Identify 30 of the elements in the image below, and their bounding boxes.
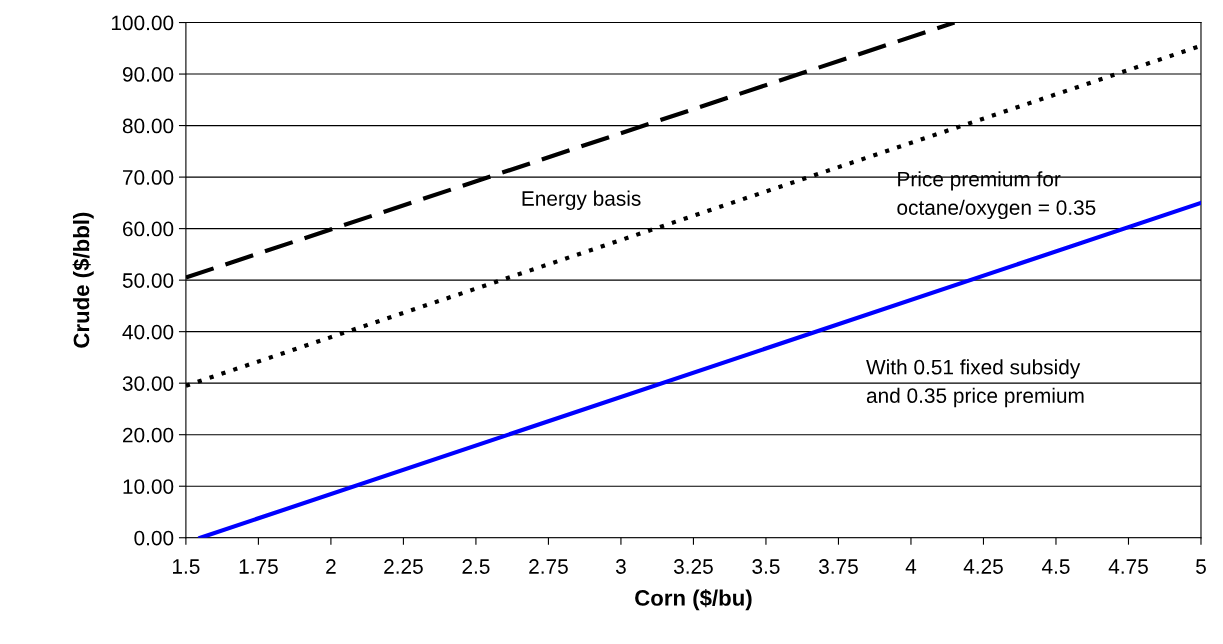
x-tick-label: 2.25 — [384, 559, 423, 574]
y-tick-label: 100.00 — [111, 15, 174, 31]
annotation: With 0.51 fixed subsidy and 0.35 price premium — [866, 359, 1084, 408]
y-tick-label: 20.00 — [123, 427, 174, 443]
x-tick-label: 4 — [905, 559, 917, 574]
x-tick-label: 2.75 — [529, 559, 568, 574]
y-tick-label: 0.00 — [134, 530, 174, 546]
x-tick-label: 1.75 — [239, 559, 278, 574]
x-tick-label: 2 — [326, 559, 336, 574]
y-tick-label: 30.00 — [122, 376, 174, 391]
y-tick-label: 60.00 — [123, 221, 174, 237]
x-tick-label: 4.5 — [1041, 559, 1070, 574]
x-tick-label: 2.5 — [462, 559, 490, 574]
y-tick-label: 50.00 — [122, 273, 174, 288]
x-tick-label: 4.25 — [963, 559, 1003, 574]
y-tick-label: 90.00 — [122, 67, 174, 82]
x-tick-label: 3.25 — [673, 559, 713, 574]
y-tick-label: 10.00 — [123, 479, 174, 494]
x-axis-title: Corn ($/bu) — [635, 589, 752, 611]
x-tick-label: 5 — [1196, 559, 1206, 574]
x-tick-label: 1.5 — [173, 559, 200, 574]
y-tick-label: 80.00 — [122, 118, 174, 134]
x-tick-label: 4.75 — [1108, 559, 1148, 574]
y-axis-title: Crude ($/bbl) — [72, 212, 94, 348]
annotation: Energy basis — [522, 190, 641, 210]
x-tick-label: 3.5 — [752, 559, 780, 574]
x-tick-label: 3.75 — [818, 559, 858, 574]
x-tick-label: 3 — [615, 559, 626, 574]
y-tick-label: 70.00 — [123, 170, 174, 185]
y-tick-label: 40.00 — [122, 324, 174, 340]
